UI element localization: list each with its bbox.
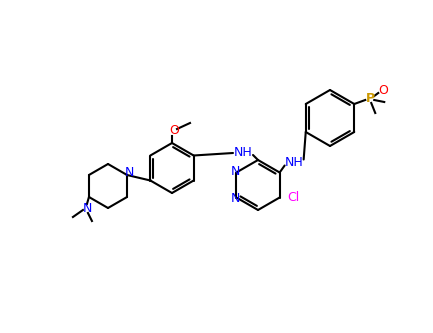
Text: O: O	[378, 85, 388, 98]
Text: Cl: Cl	[288, 191, 300, 204]
Text: N: N	[231, 165, 240, 178]
Text: N: N	[124, 166, 134, 179]
Text: NH: NH	[284, 156, 303, 169]
Text: O: O	[169, 125, 179, 138]
Text: P: P	[366, 93, 375, 106]
Text: NH: NH	[234, 146, 252, 159]
Text: N: N	[82, 202, 92, 215]
Text: N: N	[231, 192, 240, 205]
